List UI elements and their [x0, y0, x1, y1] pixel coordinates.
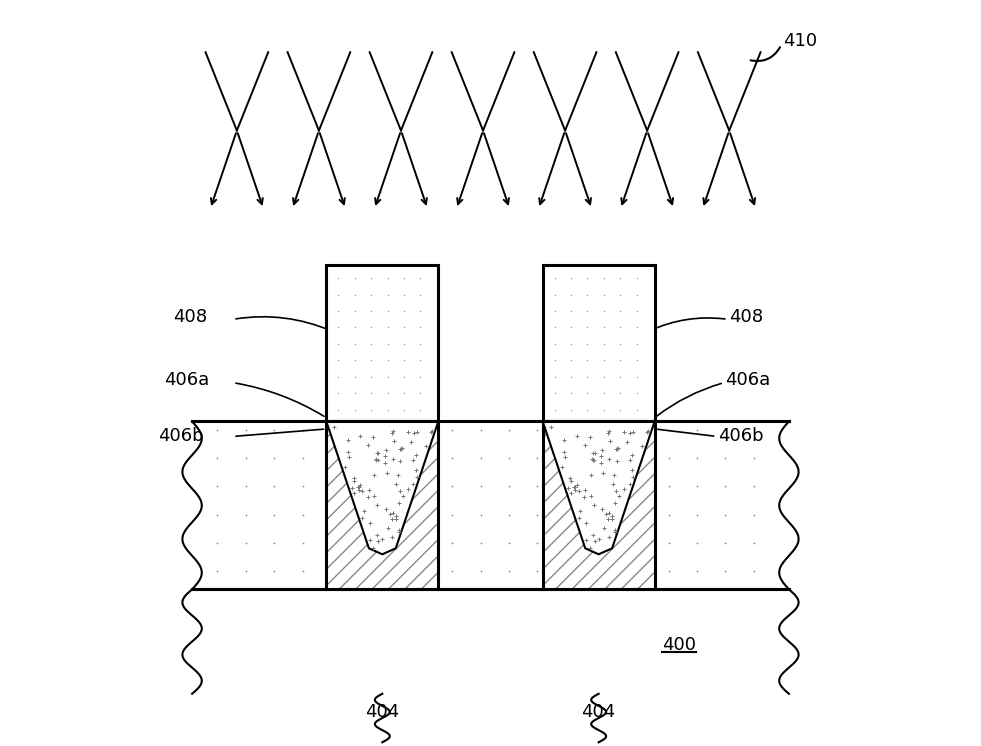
Bar	[542, 421, 654, 589]
Text: 408: 408	[174, 308, 208, 326]
Text: 404: 404	[365, 703, 399, 721]
Bar	[192, 589, 789, 694]
Polygon shape	[542, 421, 654, 554]
Text: 404: 404	[582, 703, 616, 721]
Bar	[327, 265, 439, 421]
Bar	[327, 421, 439, 589]
Bar	[192, 421, 789, 589]
Text: 406a: 406a	[726, 372, 771, 389]
Text: 400: 400	[662, 636, 697, 654]
Polygon shape	[327, 421, 439, 554]
Text: 406a: 406a	[164, 372, 209, 389]
Text: 406b: 406b	[159, 427, 204, 445]
Text: 410: 410	[783, 32, 817, 50]
Text: 406b: 406b	[718, 427, 763, 445]
Bar	[542, 265, 654, 421]
Text: 408: 408	[729, 308, 763, 326]
